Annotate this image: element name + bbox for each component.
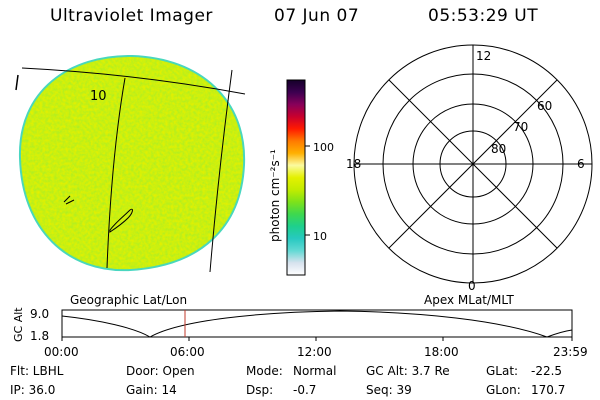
colorbar-label: photon cm⁻²s⁻¹ bbox=[268, 149, 282, 242]
mlt-label-0: 0 bbox=[468, 279, 476, 293]
colorbar-rect bbox=[286, 79, 306, 276]
status-dsp-label: Dsp: bbox=[246, 383, 274, 397]
mlt-label-6: 6 bbox=[577, 157, 585, 171]
orbit-y-min: 1.8 bbox=[30, 329, 49, 343]
mlt-label-18: 18 bbox=[346, 157, 361, 171]
orbit-x-label-0600: 06:00 bbox=[170, 345, 205, 359]
status-mode-value: Normal bbox=[293, 364, 337, 378]
status-seq: Seq: 39 bbox=[366, 383, 412, 397]
orbit-ylabel: GC Alt bbox=[12, 307, 25, 342]
status-gain: Gain: 14 bbox=[126, 383, 177, 397]
status-glat-value: -22.5 bbox=[531, 364, 563, 378]
title: Ultraviolet Imager bbox=[50, 6, 213, 26]
date: 07 Jun 07 bbox=[274, 6, 360, 26]
longitude-line-2 bbox=[209, 69, 233, 273]
orbit-altitude-curve bbox=[61, 310, 573, 338]
status-gc-alt: GC Alt: 3.7 Re bbox=[366, 364, 450, 378]
grid-tick bbox=[15, 74, 19, 91]
coastline bbox=[109, 208, 133, 233]
mlt-label-12: 12 bbox=[476, 49, 491, 63]
mlat-label-80: 80 bbox=[491, 142, 506, 156]
orbit-y-max: 9.0 bbox=[30, 307, 49, 321]
orbit-x-label-1200: 12:00 bbox=[297, 345, 332, 359]
orbit-frame bbox=[61, 309, 573, 338]
coastline-fragment bbox=[63, 195, 75, 205]
status-mode-label: Mode: bbox=[246, 364, 283, 378]
orbit-x-label-1800: 18:00 bbox=[424, 345, 459, 359]
colorbar: 100 10 photon cm⁻²s⁻¹ bbox=[268, 79, 334, 276]
orbit-plot bbox=[61, 309, 573, 341]
disk-texture bbox=[19, 55, 245, 271]
polar-diagonal-2 bbox=[388, 79, 558, 249]
mlat-label-60: 60 bbox=[537, 99, 552, 113]
time: 05:53:29 UT bbox=[428, 6, 539, 26]
image-panel-caption: Geographic Lat/Lon bbox=[70, 293, 187, 307]
orbit-x-label-0000: 00:00 bbox=[44, 345, 79, 359]
status-glat-label: GLat: bbox=[486, 364, 519, 378]
status-door: Door: Open bbox=[126, 364, 195, 378]
earth-disk bbox=[15, 54, 246, 273]
orbit-x-label-2359: 23:59 bbox=[553, 345, 588, 359]
longitude-line-1 bbox=[106, 77, 126, 269]
colorbar-tick-10-label: 10 bbox=[313, 230, 327, 243]
latitude-line bbox=[21, 67, 246, 95]
colorbar-tick-100-label: 100 bbox=[313, 141, 334, 154]
polar-plot bbox=[353, 44, 593, 284]
status-glon-value: 170.7 bbox=[531, 383, 566, 397]
status-ip: IP: 36.0 bbox=[10, 383, 56, 397]
status-flt: Flt: LBHL bbox=[10, 364, 64, 378]
grid-label: 10 bbox=[90, 89, 107, 104]
status-glon-label: GLon: bbox=[486, 383, 521, 397]
polar-plot-caption: Apex MLat/MLT bbox=[424, 293, 514, 307]
status-dsp-value: -0.7 bbox=[293, 383, 317, 397]
mlat-label-70: 70 bbox=[513, 120, 528, 134]
